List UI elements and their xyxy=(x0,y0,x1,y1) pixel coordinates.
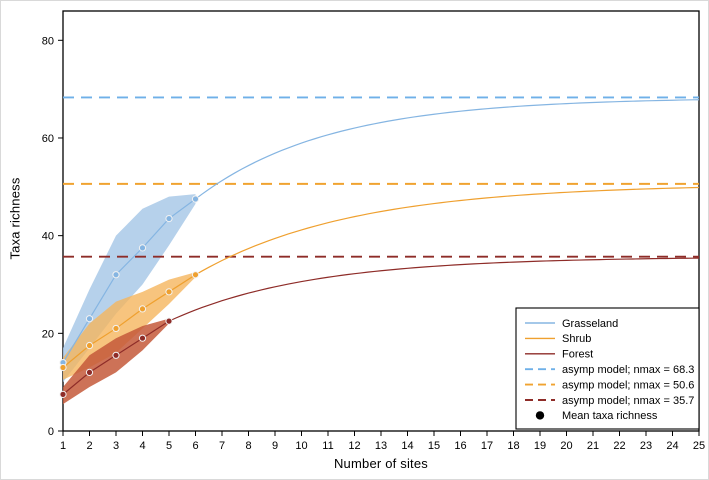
mean-point-shrub xyxy=(112,324,120,333)
legend-label: Shrub xyxy=(562,333,591,345)
mean-point-forest xyxy=(112,351,120,359)
legend-dot-sample xyxy=(535,411,545,420)
x-tick-label: 15 xyxy=(428,440,440,452)
series-line-forest xyxy=(62,257,700,395)
mean-point-grasseland xyxy=(191,195,200,203)
y-axis-title: Taxa richness xyxy=(7,177,23,260)
x-tick-label: 17 xyxy=(481,440,493,452)
legend-label: Grasseland xyxy=(562,318,618,330)
y-tick-label: 0 xyxy=(48,426,54,438)
x-tick-label: 9 xyxy=(272,440,278,452)
legend-label: Forest xyxy=(562,349,593,361)
x-tick-label: 25 xyxy=(693,440,705,452)
x-axis-title: Number of sites xyxy=(333,456,429,471)
x-tick-label: 8 xyxy=(245,440,251,452)
x-tick-label: 19 xyxy=(534,440,546,452)
x-tick-label: 2 xyxy=(86,440,92,452)
mean-point-grasseland xyxy=(85,315,94,323)
mean-point-shrub xyxy=(165,288,173,296)
mean-point-shrub xyxy=(191,271,200,279)
x-tick-label: 11 xyxy=(322,440,333,452)
x-tick-label: 20 xyxy=(560,440,572,452)
mean-point-shrub xyxy=(138,305,147,313)
x-tick-label: 10 xyxy=(295,440,307,452)
x-tick-label: 22 xyxy=(613,440,625,452)
mean-point-grasseland xyxy=(112,271,120,279)
x-tick-label: 14 xyxy=(401,440,413,452)
x-tick-label: 5 xyxy=(166,440,172,452)
series-line-grasseland xyxy=(62,99,700,363)
mean-point-grasseland xyxy=(165,214,173,223)
x-tick-label: 24 xyxy=(666,440,678,452)
x-tick-label: 21 xyxy=(587,440,599,452)
legend-box xyxy=(515,307,700,430)
series-line-shrub xyxy=(62,186,700,368)
mean-point-forest xyxy=(85,368,94,376)
mean-point-shrub xyxy=(85,341,94,350)
legend-label: asymp model; nmax = 50.6 xyxy=(562,379,694,391)
legend-label: asymp model; nmax = 68.3 xyxy=(562,364,694,376)
x-tick-label: 1 xyxy=(60,440,66,452)
x-tick-label: 3 xyxy=(113,440,119,452)
x-tick-label: 13 xyxy=(375,440,387,452)
y-tick-label: 40 xyxy=(42,231,54,243)
mean-point-forest xyxy=(165,317,173,325)
x-tick-label: 4 xyxy=(139,440,145,452)
mean-point-forest xyxy=(59,390,67,398)
x-tick-label: 7 xyxy=(219,440,225,452)
y-tick-label: 60 xyxy=(42,133,54,145)
x-tick-label: 12 xyxy=(348,440,360,452)
x-tick-label: 23 xyxy=(640,440,652,452)
mean-point-forest xyxy=(138,334,147,342)
x-tick-label: 16 xyxy=(454,440,466,452)
legend-label: Mean taxa richness xyxy=(562,410,658,422)
mean-point-shrub xyxy=(59,363,67,372)
y-tick-label: 20 xyxy=(42,328,54,340)
x-tick-label: 6 xyxy=(192,440,198,452)
x-tick-label: 18 xyxy=(507,440,519,452)
y-tick-label: 80 xyxy=(42,35,54,47)
legend-label: asymp model; nmax = 35.7 xyxy=(562,395,694,407)
mean-point-grasseland xyxy=(138,244,147,252)
